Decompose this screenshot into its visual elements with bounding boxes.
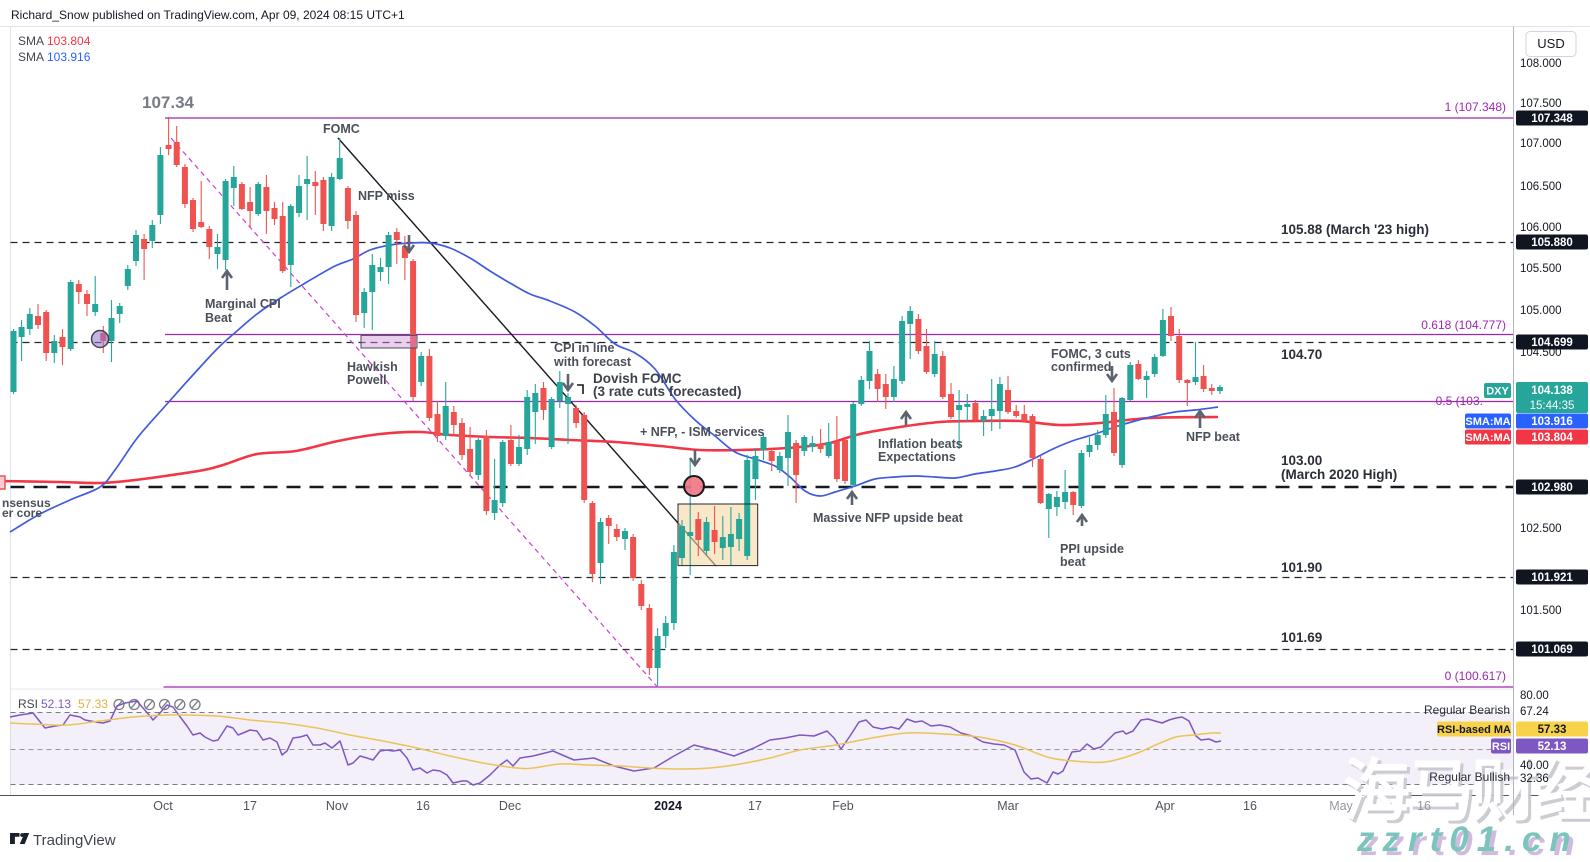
svg-text:15:44:35: 15:44:35 bbox=[1530, 400, 1575, 412]
svg-text:Hawkish: Hawkish bbox=[347, 360, 398, 374]
svg-text:SMA: SMA bbox=[18, 50, 44, 64]
svg-text:103.804: 103.804 bbox=[47, 34, 91, 48]
svg-text:zzrt01.cn: zzrt01.cn bbox=[1360, 824, 1583, 857]
svg-text:May: May bbox=[1329, 799, 1353, 813]
svg-text:103.804: 103.804 bbox=[1531, 432, 1573, 444]
svg-text:108.000: 108.000 bbox=[1520, 58, 1562, 70]
svg-text:SMA: SMA bbox=[18, 34, 44, 48]
svg-text:zzrt01.cn: zzrt01.cn bbox=[1356, 820, 1579, 857]
svg-text:16: 16 bbox=[1243, 799, 1257, 813]
svg-text:Mar: Mar bbox=[997, 799, 1019, 813]
svg-text:80.00: 80.00 bbox=[1520, 690, 1549, 702]
svg-text:Nov: Nov bbox=[326, 799, 349, 813]
svg-text:er core: er core bbox=[2, 506, 42, 520]
svg-text:Dovish FOMC: Dovish FOMC bbox=[593, 371, 682, 386]
svg-text:nsensus: nsensus bbox=[2, 496, 51, 510]
svg-text:Expectations: Expectations bbox=[878, 450, 956, 464]
svg-text:Inflation beats: Inflation beats bbox=[878, 437, 963, 451]
svg-text:101.069: 101.069 bbox=[1531, 644, 1573, 656]
svg-text:0.618 (104.777): 0.618 (104.777) bbox=[1421, 318, 1506, 332]
svg-text:104.70: 104.70 bbox=[1281, 347, 1322, 362]
svg-text:67.24: 67.24 bbox=[1520, 706, 1549, 718]
svg-text:101.69: 101.69 bbox=[1281, 630, 1322, 645]
svg-text:NFP miss: NFP miss bbox=[358, 189, 415, 203]
svg-text:17: 17 bbox=[243, 799, 257, 813]
svg-text:Regular Bullish: Regular Bullish bbox=[1429, 770, 1510, 784]
svg-text:57.33: 57.33 bbox=[1538, 724, 1567, 736]
svg-text:52.13: 52.13 bbox=[41, 697, 71, 711]
svg-text:confirmed: confirmed bbox=[1051, 360, 1111, 374]
svg-text:SMA:MA: SMA:MA bbox=[1465, 432, 1510, 444]
svg-text:101.921: 101.921 bbox=[1531, 572, 1573, 584]
svg-text:PPI upside: PPI upside bbox=[1060, 542, 1124, 556]
svg-text:RSI: RSI bbox=[1492, 741, 1510, 753]
svg-text:107.500: 107.500 bbox=[1520, 98, 1562, 110]
svg-text:52.13: 52.13 bbox=[1538, 741, 1567, 753]
svg-text:FOMC, 3 cuts: FOMC, 3 cuts bbox=[1051, 347, 1131, 361]
svg-text:RSI: RSI bbox=[18, 697, 38, 711]
svg-text:104.138: 104.138 bbox=[1531, 385, 1573, 397]
svg-text:Dec: Dec bbox=[499, 799, 521, 813]
svg-text:16: 16 bbox=[416, 799, 430, 813]
svg-text:Regular Bearish: Regular Bearish bbox=[1424, 703, 1510, 717]
svg-text:102.980: 102.980 bbox=[1531, 482, 1573, 494]
svg-text:0.5 (103.: 0.5 (103. bbox=[1436, 394, 1483, 408]
svg-text:103.00: 103.00 bbox=[1281, 453, 1322, 468]
svg-text:105.500: 105.500 bbox=[1520, 263, 1562, 275]
svg-text:105.880: 105.880 bbox=[1531, 237, 1573, 249]
svg-text:2024: 2024 bbox=[654, 799, 682, 813]
svg-text:Massive NFP upside beat: Massive NFP upside beat bbox=[813, 511, 964, 525]
svg-text:104.500: 104.500 bbox=[1520, 347, 1562, 359]
svg-text:海马财经: 海马财经 bbox=[1343, 754, 1590, 829]
svg-text:USD: USD bbox=[1537, 36, 1564, 51]
svg-text:1 (107.348): 1 (107.348) bbox=[1445, 100, 1506, 114]
svg-text:(March 2020 High): (March 2020 High) bbox=[1281, 467, 1397, 482]
svg-text:57.33: 57.33 bbox=[78, 697, 108, 711]
svg-text:海马财经: 海马财经 bbox=[1346, 757, 1590, 832]
svg-text:TradingView: TradingView bbox=[33, 832, 116, 849]
svg-text:FOMC: FOMC bbox=[323, 122, 360, 136]
svg-text:101.500: 101.500 bbox=[1520, 605, 1562, 617]
svg-text:Feb: Feb bbox=[832, 799, 854, 813]
svg-text:0 (100.617): 0 (100.617) bbox=[1445, 669, 1506, 683]
svg-text:Oct: Oct bbox=[153, 799, 173, 813]
svg-text:106.000: 106.000 bbox=[1520, 222, 1562, 234]
svg-text:16: 16 bbox=[1417, 799, 1431, 813]
svg-text:Marginal CPI: Marginal CPI bbox=[205, 297, 281, 311]
svg-text:(3 rate cuts forecasted): (3 rate cuts forecasted) bbox=[593, 384, 742, 399]
svg-text:Powell: Powell bbox=[347, 373, 387, 387]
svg-text:Apr: Apr bbox=[1155, 799, 1174, 813]
svg-text:Beat: Beat bbox=[205, 311, 233, 325]
svg-text:105.88 (March '23 high): 105.88 (March '23 high) bbox=[1281, 222, 1429, 237]
svg-text:SMA:MA: SMA:MA bbox=[1465, 416, 1510, 428]
svg-text:with forecast: with forecast bbox=[553, 355, 632, 369]
svg-text:RSI-based MA: RSI-based MA bbox=[1437, 724, 1511, 736]
svg-text:NFP beat: NFP beat bbox=[1186, 430, 1241, 444]
svg-text:104.699: 104.699 bbox=[1531, 337, 1573, 349]
svg-text:beat: beat bbox=[1060, 555, 1087, 569]
svg-text:107.348: 107.348 bbox=[1531, 113, 1573, 125]
svg-text:105.000: 105.000 bbox=[1520, 305, 1562, 317]
svg-text:107.000: 107.000 bbox=[1520, 138, 1562, 150]
svg-text:40.00: 40.00 bbox=[1520, 760, 1549, 772]
svg-text:102.500: 102.500 bbox=[1520, 523, 1562, 535]
svg-text:106.500: 106.500 bbox=[1520, 181, 1562, 193]
svg-text:+ NFP, - ISM services: + NFP, - ISM services bbox=[640, 425, 765, 439]
svg-text:CPI in line: CPI in line bbox=[554, 341, 614, 355]
svg-text:103.916: 103.916 bbox=[47, 50, 91, 64]
svg-text:Richard_Snow published on Trad: Richard_Snow published on TradingView.co… bbox=[11, 8, 405, 22]
svg-text:107.34: 107.34 bbox=[142, 93, 195, 112]
svg-text:17: 17 bbox=[748, 799, 762, 813]
svg-text:DXY: DXY bbox=[1486, 386, 1509, 398]
svg-text:101.90: 101.90 bbox=[1281, 560, 1322, 575]
svg-text:103.916: 103.916 bbox=[1531, 416, 1573, 428]
svg-text:32.36: 32.36 bbox=[1520, 773, 1549, 785]
